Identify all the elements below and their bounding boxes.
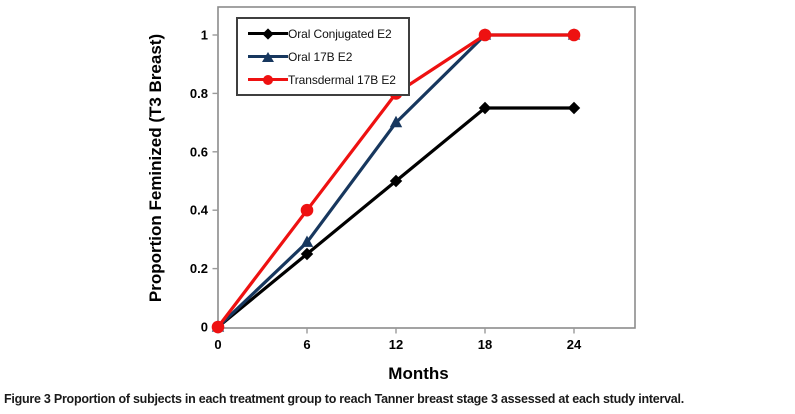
triangle-marker-icon (248, 49, 288, 64)
chart-legend: Oral Conjugated E2 Oral 17B E2 Transdermal… (236, 17, 410, 96)
diamond-marker-icon (248, 26, 288, 41)
chart-canvas: 0 0.2 0.4 0.6 0.8 1 0 6 12 18 24 Proportion Feminiz… (146, 6, 636, 383)
y-tick-label: 0 (201, 320, 208, 335)
legend-label: Transdermal 17B E2 (288, 72, 396, 87)
y-tick-label: 0.6 (190, 144, 208, 159)
x-tick-label: 6 (303, 337, 310, 352)
plot-frame (217, 6, 636, 329)
legend-item: Oral Conjugated E2 (248, 26, 396, 41)
figure-caption-label: Figure 3 (4, 392, 51, 406)
x-axis-title: Months (388, 364, 448, 383)
y-tick-label: 0.4 (190, 203, 209, 218)
y-tick-label: 0.8 (190, 86, 208, 101)
series-diamond (211, 101, 581, 334)
x-tick-label: 0 (214, 337, 221, 352)
legend-label: Oral Conjugated E2 (288, 26, 392, 41)
legend-item: Transdermal 17B E2 (248, 72, 396, 87)
legend-label: Oral 17B E2 (288, 49, 353, 64)
y-tick-label: 1 (201, 28, 208, 43)
circle-marker-icon (248, 72, 288, 87)
figure-caption: Figure 3 Proportion of subjects in each … (4, 391, 792, 407)
y-tick-label: 0.2 (190, 261, 208, 276)
series-line (216, 106, 574, 329)
x-tick-label: 18 (478, 337, 492, 352)
legend-item: Oral 17B E2 (248, 49, 396, 64)
figure-caption-text: Proportion of subjects in each treatment… (53, 392, 684, 406)
y-axis-title: Proportion Feminized (T3 Breast) (146, 34, 165, 302)
x-tick-label: 24 (567, 337, 582, 352)
x-tick-label: 12 (389, 337, 403, 352)
